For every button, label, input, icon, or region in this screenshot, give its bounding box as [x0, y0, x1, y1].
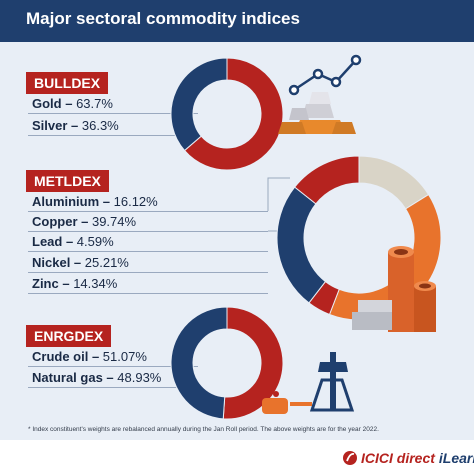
enrgdex-slice-crude-oil — [222, 306, 284, 420]
copper-rule — [28, 231, 268, 232]
charts-canvas — [170, 54, 442, 420]
footer-bar — [0, 440, 474, 474]
gold-bars-icon — [278, 92, 356, 134]
natural-gas-rule — [28, 387, 198, 388]
oil-pump-icon — [262, 352, 355, 414]
crude-oil-label: Crude oil – 51.07% — [32, 349, 147, 364]
enrgdex-badge: ENRGDEX — [26, 325, 112, 347]
bulldex-donut — [170, 57, 284, 171]
brand-logo: ICICI direct iLearn — [342, 448, 474, 468]
gold-rule — [28, 113, 198, 114]
bulldex-slice-gold — [183, 57, 284, 171]
enrgdex-donut — [170, 306, 284, 420]
natural-gas-label: Natural gas – 48.93% — [32, 370, 162, 385]
crude-oil-rule — [28, 366, 198, 367]
metldex-slice-zinc — [294, 155, 360, 205]
brand-logo-text: ICICI direct — [361, 450, 435, 466]
nickel-rule — [28, 272, 268, 273]
gold-label: Gold – 63.7% — [32, 96, 113, 111]
aluminium-label: Aluminium – 16.12% — [32, 194, 158, 209]
page-title: Major sectoral commodity indices — [26, 9, 300, 28]
brand-swoosh-icon — [343, 451, 357, 465]
copper-label: Copper – 39.74% — [32, 214, 137, 229]
silver-rule — [28, 135, 198, 136]
metldex-badge: METLDEX — [26, 170, 109, 192]
bulldex-badge: BULLDEX — [26, 72, 109, 94]
aluminium-rule — [28, 211, 268, 212]
footnote: * Index constituent's weights are rebala… — [28, 426, 379, 433]
lead-label: Lead – 4.59% — [32, 234, 114, 249]
lead-rule — [28, 251, 268, 252]
brand-logo-suffix: iLearn — [438, 450, 474, 466]
zinc-label: Zinc – 14.34% — [32, 276, 118, 291]
metal-pipes-icon — [352, 246, 436, 332]
zinc-rule — [28, 293, 268, 294]
metldex-slice-nickel — [276, 186, 327, 304]
enrgdex-slice-natural-gas — [170, 306, 228, 420]
line-trend-icon — [288, 54, 362, 96]
bulldex-slice-silver — [170, 57, 228, 152]
silver-label: Silver – 36.3% — [32, 118, 119, 133]
aluminium-connector — [267, 177, 290, 211]
nickel-label: Nickel – 25.21% — [32, 255, 129, 270]
title-bar — [0, 0, 474, 42]
